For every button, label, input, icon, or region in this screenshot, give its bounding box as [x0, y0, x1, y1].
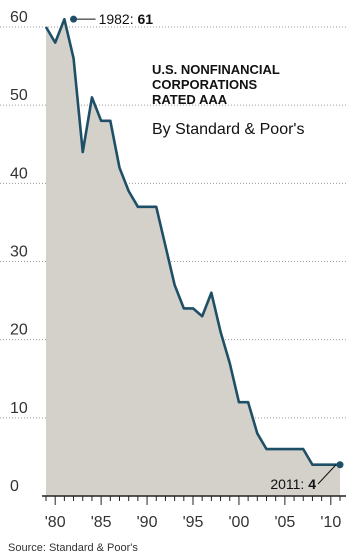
area-fill — [46, 19, 340, 497]
y-tick-label: 60 — [10, 9, 28, 26]
latest-annotation: 2011: 4 — [270, 476, 316, 492]
y-tick-label: 10 — [10, 400, 28, 417]
x-tick-label: '05 — [274, 514, 295, 531]
x-tick-label: '00 — [229, 514, 250, 531]
y-tick-label: 40 — [10, 165, 28, 182]
peak-annotation: 1982: 61 — [99, 11, 154, 27]
x-tick-label: '95 — [183, 514, 204, 531]
x-axis-tick-labels: '80 '85 '90 '95 '00 '05 '10 — [45, 514, 342, 531]
x-tick-label: '90 — [137, 514, 158, 531]
annotations: 1982: 61 2011: 4 — [70, 11, 344, 492]
y-tick-label: 20 — [10, 322, 28, 339]
y-tick-label: 50 — [10, 87, 28, 104]
y-axis-tick-labels: 0 10 20 30 40 50 60 — [10, 9, 28, 495]
y-tick-label: 30 — [10, 244, 28, 261]
chart-subtitle: By Standard & Poor's — [152, 121, 304, 138]
latest-marker — [336, 461, 344, 469]
source-note: Source: Standard & Poor's — [8, 542, 138, 554]
x-tick-label: '80 — [45, 514, 66, 531]
peak-marker — [70, 15, 78, 23]
series-line — [44, 17, 340, 467]
chart-title-line: RATED AAA — [152, 92, 228, 107]
chart-title-line: U.S. NONFINANCIAL — [152, 62, 280, 77]
x-tick-label: '10 — [320, 514, 341, 531]
x-tick-label: '85 — [91, 514, 112, 531]
chart-title-line: CORPORATIONS — [152, 77, 258, 92]
x-axis-ticks — [45, 496, 341, 505]
annotation-leader — [317, 464, 337, 485]
y-tick-label: 0 — [10, 478, 19, 495]
